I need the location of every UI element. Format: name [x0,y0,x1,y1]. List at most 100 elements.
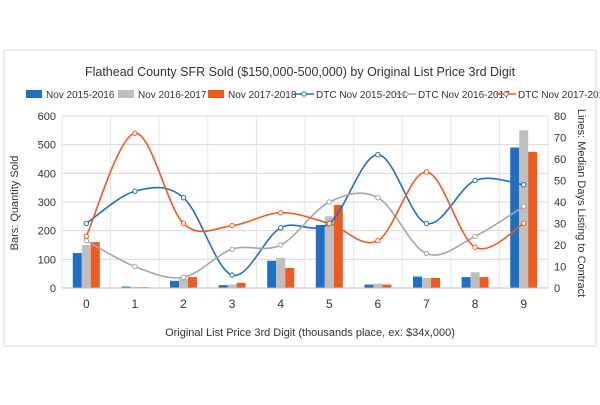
bar [170,280,179,288]
line-point [375,238,381,244]
legend-swatch [118,90,134,98]
bar [72,253,82,288]
bar [121,286,131,288]
line-point [180,274,187,280]
line-point [472,233,478,240]
bar [179,278,188,288]
legend-swatch [403,91,409,97]
line-point [83,233,90,240]
bar [333,204,343,288]
y-tick-label: 600 [38,111,56,123]
line-point [180,220,187,227]
bar [227,284,237,288]
y-tick-label: 300 [38,197,56,209]
bar [382,284,392,288]
bar [218,285,228,288]
bar [188,277,197,288]
x-tick-label: 1 [132,297,139,311]
y2-tick-label: 10 [554,262,566,274]
bar [324,216,334,288]
bar [315,224,325,288]
y2-tick-label: 0 [554,283,560,295]
line-point [472,244,478,250]
line-point [132,130,138,136]
bar [81,245,91,288]
bar [431,277,440,288]
x-tick-label: 2 [180,297,187,311]
bar [413,276,422,288]
legend-label: DTC Nov 2016-2017 [418,90,510,101]
line-point [326,199,332,205]
y-tick-label: 100 [38,254,56,266]
line-point [278,225,284,231]
line-point [375,195,381,201]
x-tick-label: 9 [520,297,527,311]
x-tick-label: 6 [375,297,382,311]
line-marks [83,130,527,280]
axes: 0 100 200 300 400 500 600 0 10 20 30 40 50 60 70 80 0 1 2 3… [3,49,597,347]
y-tick-label: 500 [38,140,56,152]
bar [276,257,286,288]
bar [373,283,383,288]
bar [519,130,529,288]
bar [479,277,489,288]
line-point [229,222,235,229]
bar-marks [72,130,538,288]
x-tick-label: 3 [229,297,236,311]
line-point [472,177,478,184]
bar [461,277,471,288]
line-point [229,246,235,253]
line-point [83,220,90,227]
series-line [85,153,524,277]
series-line [85,192,525,279]
line-point [278,242,284,248]
legend-label: DTC Nov 2017-2018 [518,90,600,101]
bar [470,272,480,288]
y-tick-label: 0 [50,283,56,295]
bar [510,147,520,288]
y2-tick-label: 50 [554,176,566,188]
bar [422,277,431,288]
legend-label: Nov 2016-2017 [138,90,207,101]
line-point [521,203,527,210]
bar [285,267,295,288]
y-tick-label: 400 [38,168,56,180]
line-point [521,220,527,227]
y-axis-label-right: Lines: Median Days Listing to Contract [575,109,587,297]
line-point [375,152,381,158]
y2-tick-label: 60 [554,154,566,166]
gridlines [61,115,549,289]
line-point [229,272,235,278]
bar [90,242,100,288]
line-point [278,210,284,216]
x-tick-label: 7 [423,297,430,311]
x-axis-label: Original List Price 3rd Digit (thousands… [165,327,455,339]
line-point [326,220,332,227]
y-axis-label-left: Bars: Quantity Sold [9,156,21,251]
bar [528,151,538,288]
line-point [423,169,430,175]
legend-swatch [26,90,42,98]
bar [236,282,246,288]
legend-swatch [301,91,307,97]
legend-swatch [503,91,509,97]
y2-tick-label: 70 [554,133,566,145]
legend-label: DTC Nov 2015-2016 [316,90,408,101]
chart-title: Flathead County SFR Sold ($150,000-500,0… [85,65,516,79]
chart-border [3,49,597,347]
y-tick-label: 200 [38,226,56,238]
line-point [521,182,527,188]
x-tick-label: 4 [277,297,284,311]
legend: Nov 2015-2016 Nov 2016-2017 Nov 2017-2018 D… [26,90,600,101]
x-tick-label: 5 [326,297,333,311]
line-point [132,188,138,194]
line-point [180,195,187,201]
bar [364,284,374,288]
y2-tick-label: 80 [554,111,566,123]
y2-tick-label: 40 [554,197,566,209]
line-point [423,250,430,257]
legend-label: Nov 2017-2018 [228,90,297,101]
x-tick-label: 0 [83,297,90,311]
